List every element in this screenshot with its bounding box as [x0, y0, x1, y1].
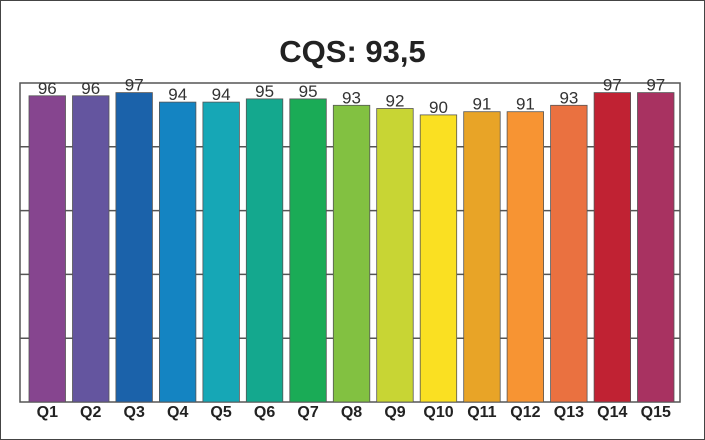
category-label-q13: Q13	[554, 404, 584, 421]
bar-q8	[332, 104, 371, 403]
value-labels: 96 96 97 94 94 95 95 93 92 90 91 91 93 97 97	[38, 76, 665, 117]
bar-q10	[419, 114, 458, 403]
value-label-q12: 91	[516, 95, 535, 114]
value-label-q14: 97	[603, 76, 622, 95]
category-label-q14: Q14	[597, 404, 627, 421]
category-label-q8: Q8	[341, 404, 362, 421]
value-label-q10: 90	[429, 98, 448, 117]
bar-q6	[245, 98, 284, 403]
category-label-q3: Q3	[124, 404, 145, 421]
category-label-q6: Q6	[254, 404, 275, 421]
category-label-q9: Q9	[384, 404, 405, 421]
chart-title: CQS: 93,5	[279, 34, 426, 69]
value-label-q1: 96	[38, 79, 57, 98]
category-label-q15: Q15	[641, 404, 671, 421]
bar-q14	[593, 92, 631, 403]
value-label-q6: 95	[255, 82, 274, 101]
value-label-q11: 91	[472, 95, 491, 114]
category-label-q1: Q1	[37, 404, 58, 421]
category-label-q7: Q7	[297, 404, 318, 421]
bar-q4	[158, 101, 197, 403]
value-label-q13: 93	[559, 88, 578, 107]
bar-q7	[289, 98, 327, 403]
bar-q13	[550, 104, 588, 403]
bar-q15	[637, 92, 675, 403]
value-label-q5: 94	[212, 85, 231, 104]
category-label-q5: Q5	[210, 404, 231, 421]
bars	[28, 92, 675, 403]
category-label-q11: Q11	[467, 404, 496, 421]
category-label-q2: Q2	[80, 404, 101, 421]
value-label-q9: 92	[386, 92, 405, 111]
value-label-q2: 96	[81, 79, 100, 98]
category-label-q4: Q4	[167, 404, 188, 421]
value-label-q4: 94	[168, 85, 187, 104]
bar-q2	[72, 95, 110, 403]
bar-q1	[28, 95, 66, 403]
bar-q9	[376, 108, 414, 403]
bar-q11	[463, 111, 501, 403]
category-labels: Q1 Q2 Q3 Q4 Q5 Q6 Q7 Q8 Q9 Q10 Q11 Q12 Q13 Q14 Q15	[37, 404, 671, 421]
bar-q5	[202, 101, 240, 403]
value-label-q3: 97	[125, 76, 144, 95]
category-label-q12: Q12	[510, 404, 540, 421]
value-label-q7: 95	[299, 82, 318, 101]
value-label-q15: 97	[646, 76, 665, 95]
value-label-q8: 93	[342, 88, 361, 107]
bar-q12	[506, 111, 545, 403]
bar-q3	[115, 92, 153, 403]
category-label-q10: Q10	[423, 404, 453, 421]
